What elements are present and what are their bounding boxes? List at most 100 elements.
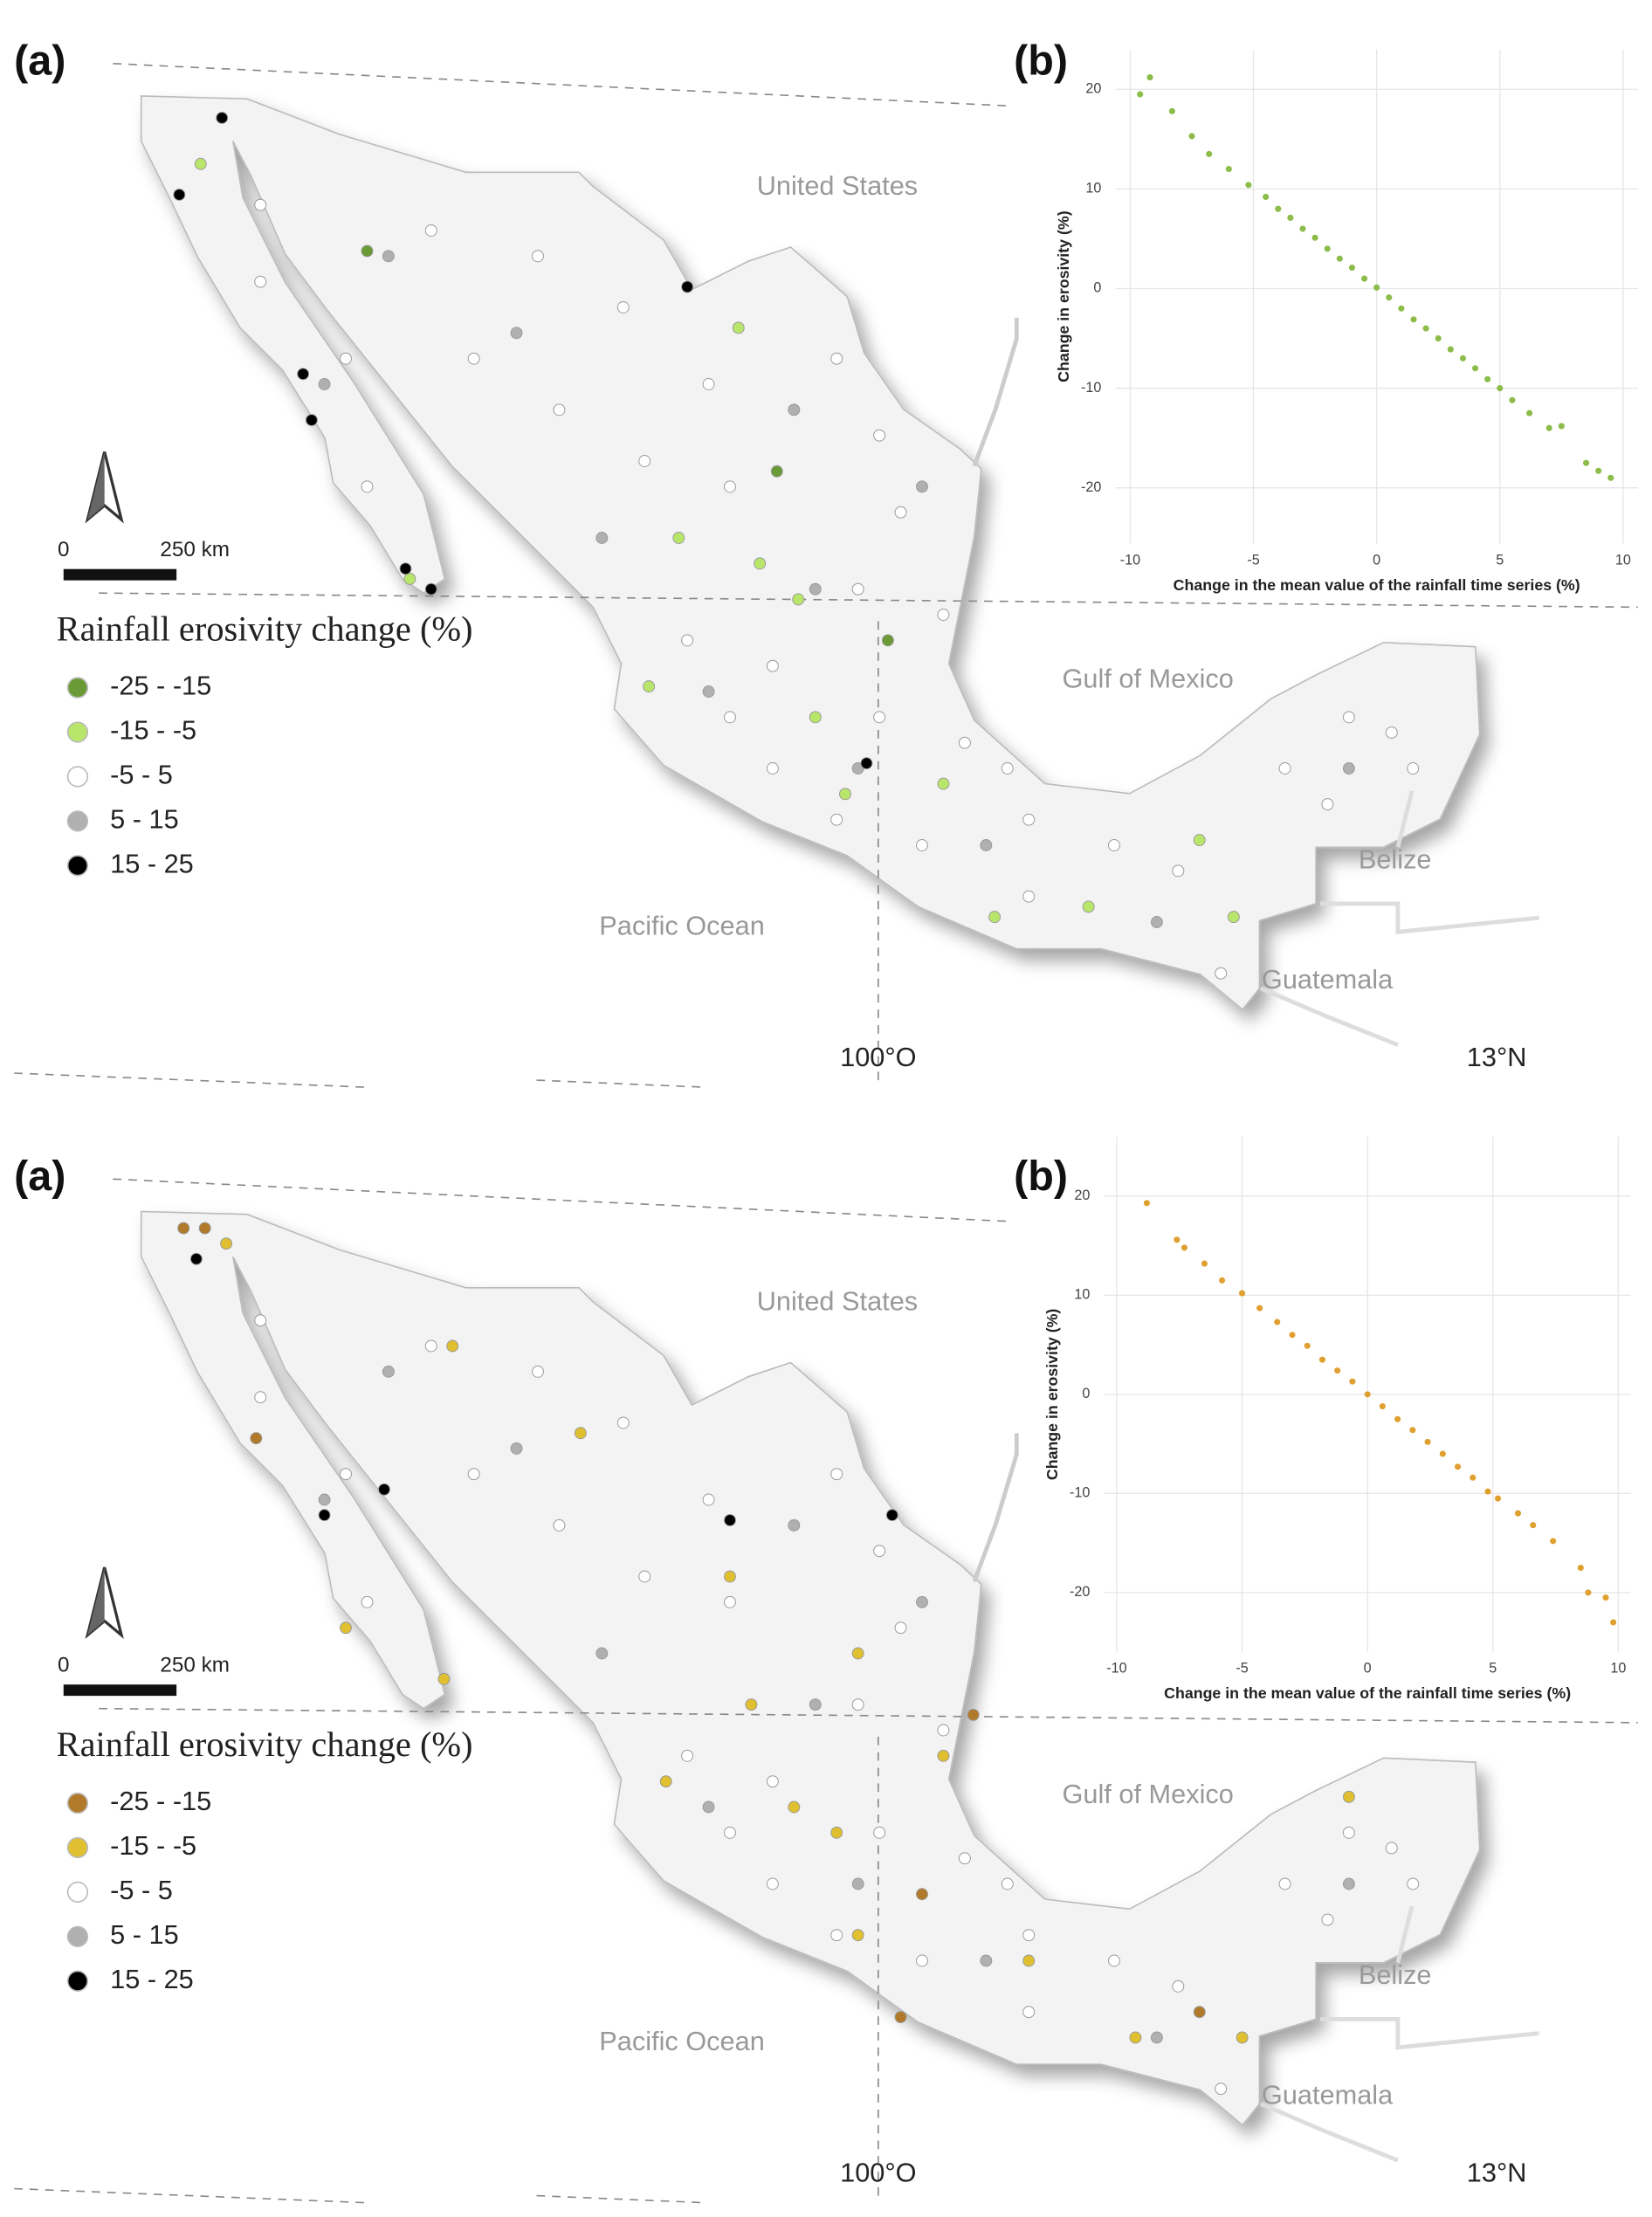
station: [851, 582, 864, 596]
station: [340, 1621, 352, 1635]
point: [1263, 193, 1270, 201]
station: [958, 1852, 971, 1865]
station: [937, 1724, 950, 1737]
x-tick-label: 10: [1610, 1661, 1626, 1677]
point: [1174, 1236, 1180, 1243]
x-axis-title: Change in the mean value of the rainfall…: [1174, 576, 1580, 594]
legend-label: 15 - 25: [110, 1964, 194, 1994]
point: [1289, 1332, 1296, 1339]
station: [1342, 762, 1355, 775]
station: [766, 659, 779, 672]
point: [1424, 1438, 1431, 1445]
station: [1022, 1954, 1036, 1967]
place-label: Belize: [1359, 1959, 1432, 1990]
legend-swatch: [66, 1925, 89, 1947]
station: [1022, 2006, 1036, 2019]
station: [424, 582, 437, 596]
station: [1342, 1826, 1355, 1839]
station: [916, 1595, 928, 1608]
station: [672, 532, 685, 544]
point: [1275, 205, 1282, 212]
place-label: Gulf of Mexico: [1063, 1779, 1234, 1809]
station: [894, 506, 907, 519]
point: [1274, 1318, 1281, 1325]
station: [873, 1545, 886, 1558]
point: [1398, 305, 1405, 312]
station: [916, 480, 928, 493]
station: [254, 275, 267, 288]
station: [724, 1570, 736, 1583]
point: [1348, 264, 1356, 272]
station: [399, 562, 412, 575]
station: [916, 1954, 928, 1967]
point: [1245, 182, 1252, 189]
station: [340, 1468, 352, 1481]
legend-title: Rainfall erosivity change (%): [57, 609, 473, 649]
station: [894, 2011, 907, 2023]
station: [254, 1391, 267, 1404]
legend-swatch: [66, 1970, 89, 1992]
station: [681, 634, 694, 647]
x-tick-label: -5: [1247, 552, 1259, 568]
station: [1385, 726, 1398, 739]
legend-label: -5 - 5: [110, 760, 173, 790]
graticule-label: 13°N: [1467, 1042, 1527, 1072]
station: [916, 839, 928, 851]
point: [1497, 385, 1504, 392]
point: [1585, 1589, 1592, 1596]
station: [1278, 762, 1291, 775]
point: [1379, 1402, 1386, 1410]
station: [510, 327, 523, 340]
station: [361, 480, 374, 493]
scale-label: 250 km: [160, 1654, 230, 1677]
point: [1394, 1415, 1401, 1422]
legend-swatch: [66, 1792, 89, 1814]
scale-label: 250 km: [160, 538, 230, 561]
station: [788, 1800, 801, 1814]
station: [702, 1800, 715, 1814]
point: [1311, 234, 1318, 241]
point: [1514, 1510, 1522, 1517]
point: [1545, 424, 1552, 431]
point: [1225, 165, 1232, 173]
place-label: United States: [757, 1286, 918, 1317]
station: [1193, 834, 1206, 847]
place-label: Guatemala: [1262, 2080, 1394, 2110]
station: [1321, 798, 1334, 811]
y-axis-title: Change in erosivity (%): [1055, 210, 1072, 382]
legend-label: 5 - 15: [110, 803, 179, 834]
station: [988, 911, 1002, 924]
station: [297, 368, 310, 381]
station: [724, 1595, 736, 1608]
graticule-label: 13°N: [1467, 2157, 1527, 2187]
point: [1595, 467, 1602, 474]
station: [980, 1954, 993, 1967]
station: [1342, 1790, 1355, 1803]
legend-label: -5 - 5: [110, 1875, 173, 1905]
legend-swatch: [66, 721, 89, 743]
point: [1188, 133, 1195, 140]
station: [885, 1509, 898, 1522]
station: [851, 1929, 864, 1942]
point: [1168, 107, 1175, 114]
station: [424, 1339, 437, 1353]
point: [1238, 1290, 1246, 1297]
point: [1336, 255, 1343, 262]
point: [1470, 1474, 1476, 1481]
point: [1494, 1495, 1502, 1502]
station: [1001, 762, 1014, 775]
station: [318, 1509, 331, 1522]
legend-label: 5 - 15: [110, 1919, 179, 1950]
place-label: Pacific Ocean: [599, 2026, 765, 2056]
station: [754, 557, 767, 570]
station: [980, 839, 993, 851]
point: [1577, 1564, 1584, 1572]
y-tick-label: -20: [1081, 479, 1101, 495]
legend-swatch: [66, 1836, 89, 1859]
station: [809, 1698, 822, 1711]
station: [1001, 1877, 1014, 1890]
point: [1607, 474, 1614, 481]
station: [361, 1595, 374, 1608]
station: [788, 1518, 801, 1532]
station: [595, 1647, 609, 1660]
